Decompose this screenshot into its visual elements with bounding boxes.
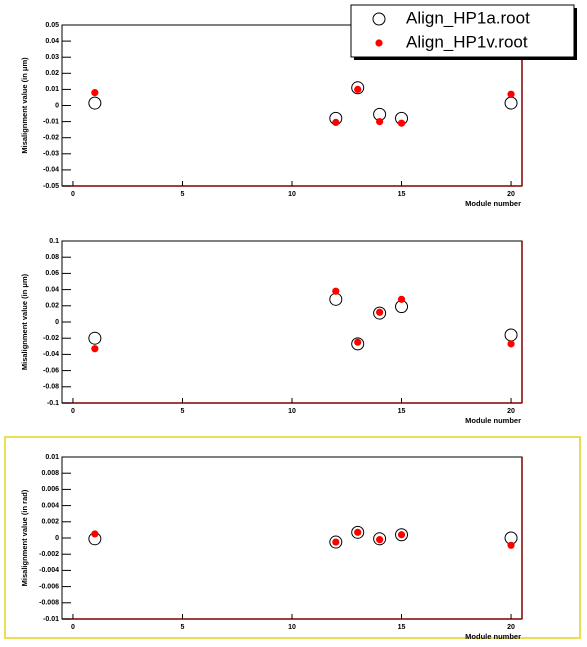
y-tick-label: 0.04 [45,286,59,293]
x-axis-title: Module number [465,632,521,641]
x-axis-title: Module number [465,416,521,425]
legend-marker [372,12,386,26]
point [354,85,362,93]
x-tick-label: 20 [507,624,515,631]
point [507,90,515,98]
plot-frame [61,240,523,404]
y-tick-label: -0.04 [43,351,59,358]
y-tick-label: -0.002 [39,551,59,558]
y-tick-label: -0.04 [43,167,59,174]
x-tick-label: 0 [71,191,75,198]
y-axis-title: Misalignment value (in μm) [20,57,29,154]
y-tick-label: 0.08 [45,254,59,261]
y-tick-label: 0.04 [45,38,59,45]
y-axis-title: Misalignment value (in rad) [20,489,29,586]
point [88,331,102,345]
y-tick-label: -0.006 [39,583,59,590]
point [332,118,340,127]
x-tick-label: 5 [181,408,185,415]
point [354,528,362,536]
x-tick-label: 10 [288,408,296,415]
point [91,530,99,538]
y-tick-label: -0.01 [43,616,59,623]
point [354,338,362,346]
point [332,287,340,295]
y-tick-label: 0 [55,102,59,109]
legend-marker [375,39,383,47]
y-tick-label: -0.05 [43,183,59,190]
y-tick-label: 0 [55,319,59,326]
point [376,308,384,316]
y-tick-label: -0.004 [39,567,59,574]
y-tick-label: -0.01 [43,118,59,125]
legend-label: Align_HP1v.root [406,32,528,51]
y-tick-label: 0.1 [49,238,59,245]
point [507,340,515,348]
point [91,345,99,353]
y-tick-label: 0.002 [41,519,59,526]
x-tick-label: 5 [181,624,185,631]
y-tick-label: 0.01 [45,86,59,93]
x-tick-label: 5 [181,191,185,198]
x-tick-label: 10 [288,191,296,198]
y-tick-label: -0.008 [39,600,59,607]
point [507,541,515,549]
x-tick-label: 20 [507,408,515,415]
y-tick-label: -0.08 [43,384,59,391]
y-tick-label: 0 [55,535,59,542]
point [397,295,406,303]
legend-label: Align_HP1a.root [406,8,530,27]
x-tick-label: 10 [288,624,296,631]
plot-frame [61,456,523,620]
y-tick-label: -0.06 [43,367,59,374]
point [397,119,406,127]
y-tick-label: -0.02 [43,335,59,342]
x-tick-label: 0 [71,408,75,415]
point [504,96,518,110]
y-tick-label: -0.1 [47,400,59,407]
y-tick-label: 0.008 [41,470,59,477]
y-tick-label: 0.01 [45,454,59,461]
selected-pad-border [4,436,581,639]
y-tick-label: 0.05 [45,22,59,29]
y-tick-label: 0.03 [45,54,59,61]
x-tick-label: 15 [398,624,406,631]
y-tick-label: 0.006 [41,486,59,493]
y-tick-label: -0.02 [43,135,59,142]
y-tick-label: 0.02 [45,303,59,310]
legend-box [350,4,575,58]
y-tick-label: -0.03 [43,151,59,158]
x-tick-label: 15 [398,408,406,415]
y-tick-label: 0.02 [45,70,59,77]
x-axis-title: Module number [465,199,521,208]
x-tick-label: 0 [71,624,75,631]
point [91,89,99,97]
point [376,536,384,544]
y-tick-label: 0.06 [45,270,59,277]
point [329,292,343,306]
x-tick-label: 20 [507,191,515,198]
y-axis-title: Misalignment value (in μm) [20,273,29,370]
x-tick-label: 15 [398,191,406,198]
point [332,538,340,546]
point [504,328,518,342]
point [88,96,102,110]
point [397,531,406,539]
y-tick-label: 0.004 [41,502,59,509]
point [376,118,384,126]
